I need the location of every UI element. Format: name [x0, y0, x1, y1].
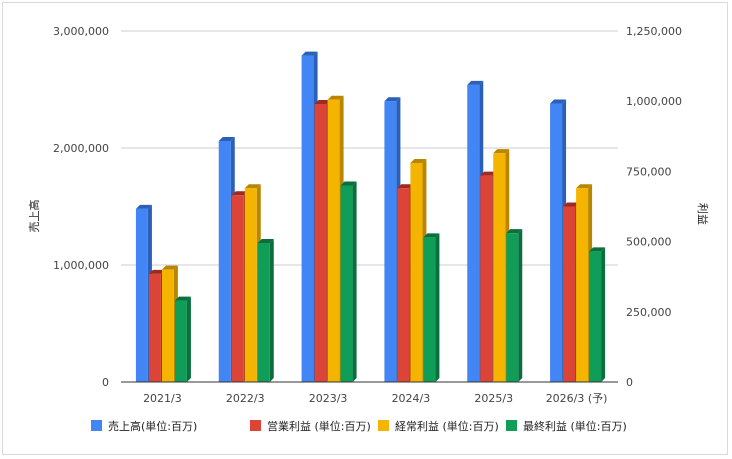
legend-swatch [506, 420, 517, 431]
right-tick-label: 1,000,000 [626, 95, 682, 108]
legend-label: 営業利益 (単位:百万) [267, 419, 371, 433]
bar-top [410, 158, 427, 163]
legend-label: 経常利益 (単位:百万) [395, 419, 499, 433]
legend-swatch [250, 420, 261, 431]
bar-top [174, 296, 191, 301]
legend-label: 売上高(単位:百万) [108, 419, 197, 433]
bar-front [314, 104, 327, 383]
bar-top [480, 171, 497, 176]
bar-front [423, 237, 436, 382]
bar [174, 296, 191, 382]
left-tick-label: 2,000,000 [53, 142, 109, 155]
x-tick-label: 2025/3 [474, 392, 513, 405]
x-tick-label: 2023/3 [309, 392, 348, 405]
bar-side [601, 247, 606, 382]
bar-front [480, 175, 493, 382]
bar-top [135, 204, 152, 209]
bar-top [563, 202, 580, 207]
left-tick-label: 3,000,000 [53, 25, 109, 38]
bar-top [340, 181, 357, 186]
left-tick-label: 0 [102, 376, 109, 389]
right-tick-label: 1,250,000 [626, 25, 682, 38]
bar-top [576, 184, 593, 189]
bar-front [301, 55, 314, 382]
legend-swatch [91, 420, 102, 431]
bar-top [244, 184, 261, 189]
legend-swatch [378, 420, 389, 431]
bar [423, 233, 440, 382]
bar-top [301, 51, 318, 56]
bar-top [257, 239, 274, 244]
right-tick-label: 0 [626, 376, 633, 389]
left-axis-title: 売上高 [27, 200, 41, 233]
x-tick-label: 2021/3 [143, 392, 182, 405]
bar-front [493, 153, 506, 382]
bar-side [352, 181, 357, 382]
bar-top [218, 136, 235, 141]
bar-top [231, 191, 248, 196]
bar-front [257, 243, 270, 382]
bar-front [410, 162, 423, 382]
bar-top [384, 97, 401, 102]
legend-item: 経常利益 (単位:百万) [378, 419, 499, 433]
bar-front [397, 188, 410, 382]
bar-top [423, 233, 440, 238]
bar-front [327, 99, 340, 383]
x-tick-label: 2022/3 [226, 392, 265, 405]
bar-side [186, 296, 191, 382]
bar-front [384, 101, 397, 382]
bar [257, 239, 274, 382]
x-tick-label: 2024/3 [392, 392, 431, 405]
bar-top [397, 184, 414, 189]
chart-frame [2, 2, 728, 455]
bar-top [161, 265, 178, 270]
bar-front [135, 208, 148, 382]
bar-front [244, 188, 257, 382]
bar-top [506, 229, 523, 234]
bar [589, 247, 606, 382]
bar [506, 229, 523, 382]
bar-top [493, 149, 510, 154]
right-axis-title: 利益 [696, 203, 710, 225]
bar-top [550, 99, 567, 104]
bar-side [435, 233, 440, 382]
bar-top [314, 100, 331, 105]
legend-item: 営業利益 (単位:百万) [250, 419, 371, 433]
bar-side [269, 239, 274, 382]
bar-top [467, 80, 484, 85]
bar-front [161, 269, 174, 382]
bar-front [218, 140, 231, 382]
legend-item: 最終利益 (単位:百万) [506, 419, 627, 433]
bar-front [506, 233, 519, 382]
bar-front [550, 103, 563, 382]
bar-front [576, 188, 589, 382]
bar-front [340, 185, 353, 382]
legend-item: 売上高(単位:百万) [91, 419, 197, 433]
right-tick-label: 750,000 [626, 165, 672, 178]
bar-front [148, 273, 161, 382]
bars [135, 51, 606, 383]
right-tick-label: 250,000 [626, 306, 672, 319]
bar-top [327, 95, 344, 100]
bar-front [174, 300, 187, 382]
bar-front [563, 206, 576, 382]
left-tick-label: 1,000,000 [53, 259, 109, 272]
right-tick-label: 500,000 [626, 236, 672, 249]
bar-front [231, 195, 244, 382]
legend: 売上高(単位:百万) 営業利益 (単位:百万) 経常利益 (単位:百万) 最終利益 (… [91, 419, 627, 433]
legend-label: 最終利益 (単位:百万) [523, 419, 627, 433]
grid-lines [121, 30, 618, 266]
bar [340, 181, 357, 382]
bar-front [467, 84, 480, 382]
axes: 0 1,000,000 2,000,000 3,000,000 0 250,000 500,… [53, 25, 682, 405]
bar-side [518, 229, 523, 382]
bar-front [589, 251, 602, 382]
bar-top [589, 247, 606, 252]
bar-top [148, 269, 165, 274]
x-tick-label: 2026/3 (予) [546, 392, 608, 405]
